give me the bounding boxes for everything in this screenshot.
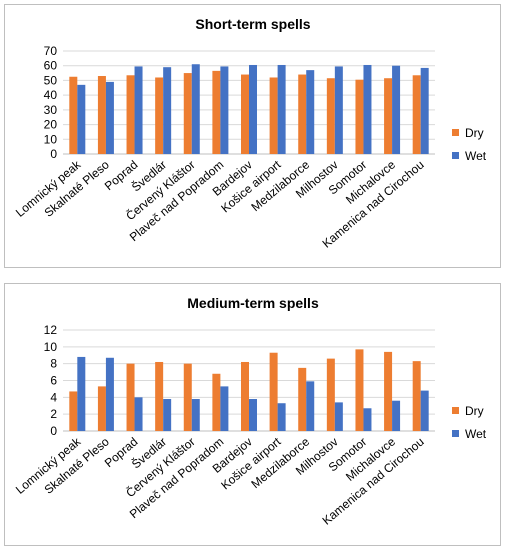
bar-wet <box>334 402 343 431</box>
bar-wet <box>363 64 372 154</box>
bar-dry <box>298 367 307 431</box>
short-term-chart-panel: Short-term spells 0 10 20 30 40 50 60 70 Lomnick… <box>4 4 501 268</box>
y-tick-label: 4 <box>50 390 57 404</box>
legend-label-wet: Wet <box>465 427 487 441</box>
y-tick-label: 50 <box>44 73 58 87</box>
bar-dry <box>97 76 106 154</box>
bar-wet <box>220 66 229 154</box>
bar-dry <box>212 70 221 154</box>
bar-wet <box>134 397 143 431</box>
legend-label-wet: Wet <box>465 149 487 163</box>
bar-wet <box>77 356 86 431</box>
y-tick-label: 2 <box>50 407 57 421</box>
bar-wet <box>392 65 401 154</box>
bar-dry <box>298 74 307 154</box>
bar-dry <box>155 361 164 431</box>
y-tick-label: 0 <box>50 147 57 161</box>
bar-wet <box>306 70 315 154</box>
legend-label-dry: Dry <box>465 404 484 418</box>
bar-dry <box>326 78 335 154</box>
bar-dry <box>183 73 192 154</box>
y-tick-label: 20 <box>44 118 58 132</box>
bar-wet <box>420 390 429 431</box>
bar-wet <box>134 66 143 154</box>
chart-title: Short-term spells <box>195 16 310 32</box>
bar-dry <box>69 391 78 431</box>
bar-dry <box>269 352 278 431</box>
y-tick-label: 70 <box>44 44 58 58</box>
bar-wet <box>220 386 229 431</box>
bar-dry <box>97 386 106 431</box>
bar-dry <box>384 351 393 431</box>
bar-dry <box>412 361 421 431</box>
y-tick-label: 0 <box>50 424 57 438</box>
chart-title: Medium-term spells <box>187 295 319 311</box>
bar-dry <box>212 373 221 431</box>
bar-dry <box>183 363 192 431</box>
legend-swatch-wet <box>452 152 459 159</box>
legend-label-dry: Dry <box>465 126 484 140</box>
bar-wet <box>105 81 114 154</box>
medium-term-chart-panel: Medium-term spells 0 2 4 6 8 10 12 Lomnický pea… <box>4 283 501 546</box>
bar-wet <box>163 67 172 154</box>
bar-dry <box>241 361 249 431</box>
y-tick-label: 10 <box>44 132 58 146</box>
bar-dry <box>355 79 364 154</box>
bar-wet <box>334 66 343 154</box>
bar-dry <box>155 77 164 154</box>
bar-dry <box>326 358 335 431</box>
bar-dry <box>69 76 78 154</box>
legend-swatch-dry <box>452 407 459 414</box>
bar-dry <box>384 78 393 154</box>
bar-wet <box>306 381 315 431</box>
bar-dry <box>126 363 135 431</box>
bar-wet <box>77 84 86 154</box>
bar-wet <box>191 399 200 431</box>
y-tick-label: 6 <box>50 374 57 388</box>
bar-dry <box>126 75 135 154</box>
bar-dry <box>269 77 278 154</box>
bar-wet <box>277 403 286 431</box>
y-tick-label: 30 <box>44 103 58 117</box>
bar-wet <box>420 67 429 154</box>
bar-dry <box>412 75 421 154</box>
bar-wet <box>363 408 372 431</box>
bar-dry <box>241 74 249 154</box>
y-tick-label: 10 <box>44 340 58 354</box>
y-tick-label: 60 <box>44 59 58 73</box>
bar-wet <box>249 399 257 431</box>
bar-wet <box>163 399 172 431</box>
y-tick-label: 40 <box>44 88 58 102</box>
bar-wet <box>392 400 401 431</box>
legend-swatch-dry <box>452 129 459 136</box>
bar-wet <box>105 357 114 431</box>
bar-dry <box>355 349 364 431</box>
short-term-chart: Short-term spells 010203040506070Lomnick… <box>13 16 487 251</box>
legend-swatch-wet <box>452 430 459 437</box>
bar-wet <box>277 64 286 154</box>
bar-wet <box>191 64 200 154</box>
y-tick-label: 8 <box>50 357 57 371</box>
bar-wet <box>249 64 257 154</box>
y-tick-label: 12 <box>44 323 58 337</box>
